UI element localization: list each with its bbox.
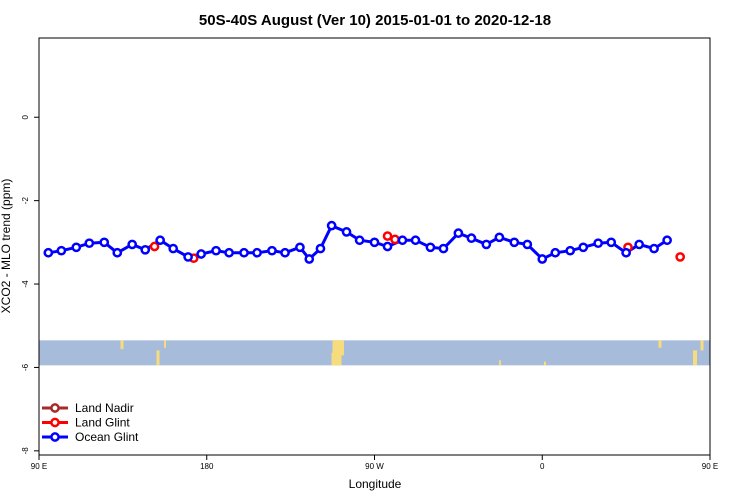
- legend-label-land-glint: Land Glint: [75, 416, 130, 430]
- ocean-glint-point: [112, 247, 123, 258]
- x-tick-label: 0: [540, 462, 545, 471]
- ocean-glint-point: [649, 243, 659, 254]
- x-axis-label: Longitude: [349, 477, 402, 491]
- ocean-glint-point: [155, 235, 166, 246]
- y-tick-label: 0: [21, 114, 30, 119]
- ocean-glint-point: [634, 239, 645, 250]
- map-strip: [39, 340, 710, 366]
- ocean-glint-point: [354, 235, 365, 246]
- series-layer: [43, 220, 686, 264]
- ocean-glint-point: [494, 232, 505, 243]
- ocean-glint-point: [593, 238, 604, 249]
- ocean-glint-point: [341, 227, 352, 237]
- chart-title: 50S-40S August (Ver 10) 2015-01-01 to 20…: [199, 12, 551, 29]
- x-tick-label: 90 E: [31, 462, 47, 471]
- y-axis-label: XCO2 - MLO trend (ppm): [0, 179, 13, 314]
- map-land-0: [120, 340, 124, 350]
- ocean-glint-point: [127, 239, 138, 250]
- map-land-4: [331, 352, 337, 366]
- ocean-glint-point: [280, 247, 290, 258]
- map-ocean: [39, 340, 710, 366]
- ocean-glint-point: [565, 245, 576, 256]
- land-glint-point: [382, 231, 393, 241]
- map-land-8: [658, 340, 662, 348]
- legend-label-land-nadir: Land Nadir: [75, 401, 134, 415]
- land-glint-point: [149, 241, 160, 252]
- ocean-glint-point: [438, 243, 449, 254]
- ocean-glint-point: [397, 235, 408, 246]
- ocean-glint-point: [466, 233, 477, 244]
- ocean-glint-point: [211, 245, 221, 256]
- legend-label-ocean-glint: Ocean Glint: [75, 430, 139, 444]
- ocean-glint-point: [295, 242, 305, 253]
- legend-marker-land-nadir: [50, 403, 60, 413]
- x-tick-label: 90 W: [365, 462, 384, 471]
- map-land-6: [499, 360, 501, 366]
- ocean-glint-point: [304, 254, 315, 264]
- x-axis-ticks: 90 E 180 90 W 0 90 E: [31, 455, 718, 471]
- ocean-glint-point: [315, 243, 326, 254]
- ocean-glint-point: [522, 239, 533, 250]
- ocean-glint-point: [509, 237, 520, 248]
- map-land-10: [700, 340, 704, 351]
- y-tick-label: -8: [21, 447, 30, 455]
- ocean-glint-point: [140, 244, 151, 255]
- ocean-glint-point: [326, 220, 337, 231]
- legend-marker-land-glint: [50, 417, 60, 428]
- ocean-glint-point: [382, 241, 393, 252]
- ocean-glint-point: [537, 254, 548, 264]
- ocean-glint-point: [56, 245, 67, 256]
- land-glint-point: [390, 234, 400, 245]
- ocean-glint-point: [196, 249, 207, 259]
- ocean-glint-point: [43, 247, 54, 258]
- ocean-glint-point: [168, 243, 179, 254]
- ocean-glint-point: [425, 242, 436, 253]
- land-glint-point: [675, 252, 686, 262]
- ocean-glint-point: [481, 239, 492, 250]
- map-land-7: [544, 361, 546, 366]
- map-land-2: [164, 340, 166, 348]
- y-tick-label: -2: [21, 197, 30, 205]
- ocean-glint-point: [252, 247, 262, 258]
- ocean-glint-point: [606, 237, 617, 248]
- ocean-glint-point: [224, 247, 234, 258]
- ocean-glint-point: [410, 235, 421, 246]
- ocean-glint-point: [621, 247, 631, 258]
- ocean-glint-point: [662, 235, 672, 246]
- ocean-glint-point: [71, 242, 82, 253]
- ocean-glint-point: [453, 228, 464, 239]
- y-tick-label: -6: [21, 363, 30, 371]
- map-land-1: [156, 350, 160, 366]
- map-land-9: [693, 350, 697, 366]
- ocean-glint-point: [99, 237, 110, 248]
- map-land-3: [332, 340, 342, 366]
- map-land-5: [340, 340, 344, 356]
- x-tick-label: 180: [200, 462, 214, 471]
- ocean-glint-point: [239, 247, 249, 258]
- x-tick-label: 90 E: [702, 462, 718, 471]
- ocean-glint-point: [550, 247, 561, 258]
- ocean-glint-point: [369, 237, 380, 248]
- ocean-glint-point: [578, 242, 589, 253]
- y-axis-ticks: 0 -2 -4 -6 -8: [21, 114, 39, 454]
- ocean-glint-point: [267, 245, 277, 256]
- ocean-glint-point: [183, 252, 193, 262]
- ocean-glint-point: [84, 238, 95, 249]
- y-tick-label: -4: [21, 280, 30, 288]
- legend-marker-ocean-glint: [50, 432, 60, 442]
